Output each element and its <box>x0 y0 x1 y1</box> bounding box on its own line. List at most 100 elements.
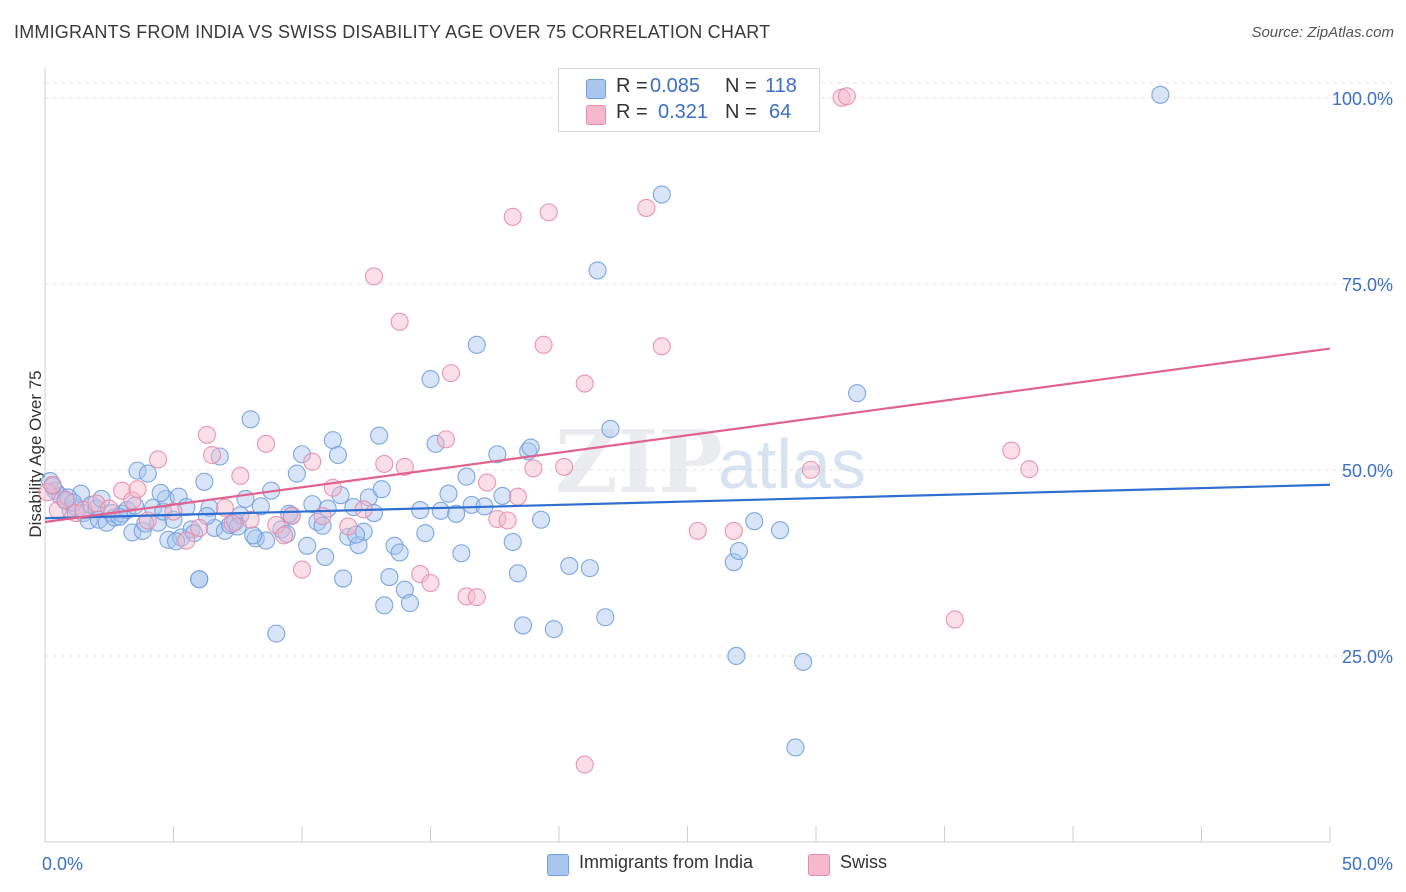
point-india <box>241 410 260 429</box>
point-swiss <box>241 510 260 529</box>
point-swiss <box>177 531 196 550</box>
watermark: ZIP atlas <box>555 412 866 513</box>
point-india <box>244 526 263 545</box>
point-india <box>185 524 204 543</box>
point-swiss <box>203 445 222 465</box>
y-tick-label: 25.0% <box>1342 647 1393 667</box>
legend-n-value: 64 <box>769 101 792 123</box>
point-swiss <box>43 475 62 494</box>
point-swiss <box>267 515 286 535</box>
point-india <box>770 521 790 540</box>
point-india <box>467 335 486 354</box>
point-india <box>544 620 563 639</box>
legend-n-label: N = <box>725 101 757 123</box>
point-india <box>724 553 743 572</box>
legend-n-value: 118 <box>765 75 797 97</box>
point-swiss <box>292 560 312 579</box>
tick-labels: 25.0% 50.0% 75.0% 100.0% 0.0% 50.0% <box>42 89 1393 874</box>
point-swiss <box>945 610 964 629</box>
legend-row-swiss: R = 0.321 N = 64 <box>559 101 819 129</box>
point-india <box>521 438 540 457</box>
point-india <box>411 501 430 520</box>
point-india <box>400 594 419 613</box>
point-swiss <box>56 490 75 509</box>
point-swiss <box>575 755 594 774</box>
watermark-atlas: atlas <box>718 425 866 503</box>
x-tick-label: 50.0% <box>1342 854 1393 874</box>
point-swiss <box>688 521 707 540</box>
point-swiss <box>395 457 414 476</box>
point-swiss <box>149 450 168 469</box>
y-tick-label: 100.0% <box>1332 89 1393 109</box>
point-swiss <box>503 207 522 226</box>
point-swiss <box>436 430 455 449</box>
point-swiss <box>256 434 276 453</box>
x-tick-label: 0.0% <box>42 854 83 874</box>
data-points <box>38 85 1170 774</box>
point-swiss <box>231 466 250 485</box>
point-india <box>236 489 255 508</box>
point-india <box>128 461 147 480</box>
point-india <box>372 480 391 499</box>
trend-lines <box>44 347 1331 524</box>
point-india <box>513 616 533 635</box>
legend-row-india: R = 0.085 N = 118 <box>559 75 819 103</box>
point-swiss <box>724 521 743 540</box>
point-swiss <box>837 87 856 106</box>
point-swiss <box>303 452 322 471</box>
point-swiss <box>197 425 216 444</box>
point-swiss <box>390 312 409 331</box>
point-india <box>488 445 507 464</box>
point-swiss <box>534 335 553 354</box>
bottom-legend-swatch-india <box>547 854 569 876</box>
point-india <box>580 559 599 578</box>
legend-r-label: R = <box>616 75 648 97</box>
point-india <box>786 738 805 757</box>
point-swiss <box>375 454 394 473</box>
point-swiss <box>498 511 517 530</box>
point-india <box>349 536 368 555</box>
trend-line-india <box>44 483 1331 520</box>
point-india <box>601 419 620 439</box>
point-india <box>439 484 458 503</box>
point-india <box>531 510 551 529</box>
point-india <box>210 447 229 466</box>
point-swiss <box>282 506 301 526</box>
point-india <box>729 541 748 561</box>
point-india <box>390 543 409 562</box>
point-swiss <box>467 588 486 607</box>
point-swiss <box>637 198 656 217</box>
point-swiss <box>411 565 430 584</box>
point-india <box>421 370 440 389</box>
legend-r-value: 0.321 <box>658 101 709 123</box>
legend-r-label: R = <box>616 101 648 123</box>
point-india <box>59 488 78 507</box>
point-swiss <box>190 518 209 537</box>
point-india <box>251 497 270 516</box>
point-india <box>447 504 466 523</box>
point-swiss <box>508 487 527 506</box>
chart-title: IMMIGRANTS FROM INDIA VS SWISS DISABILIT… <box>14 22 771 42</box>
watermark-zip: ZIP <box>555 412 723 513</box>
point-india <box>313 516 332 535</box>
axes <box>44 68 1331 843</box>
legend-n-label: N = <box>725 75 757 97</box>
point-swiss <box>575 374 594 393</box>
point-india <box>431 501 450 520</box>
point-swiss <box>652 337 671 356</box>
point-swiss <box>339 517 358 536</box>
point-india <box>280 504 299 523</box>
point-india <box>328 445 348 465</box>
legend-swatch-swiss <box>586 105 606 125</box>
point-india <box>298 536 317 555</box>
y-tick-label: 75.0% <box>1342 275 1393 295</box>
grid-lines <box>45 82 1392 657</box>
point-india <box>1151 85 1170 104</box>
point-india <box>370 426 389 445</box>
point-india <box>745 512 764 531</box>
point-swiss <box>801 460 820 479</box>
point-india <box>151 483 170 503</box>
trend-line-swiss <box>44 347 1331 524</box>
point-india <box>334 569 353 588</box>
